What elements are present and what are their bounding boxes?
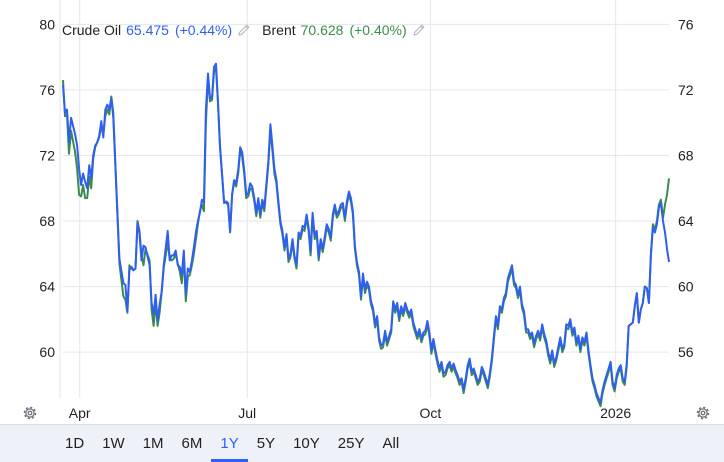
left-axis-tick-label: 76: [39, 82, 55, 98]
x-axis-tick-label: Apr: [69, 405, 91, 421]
left-axis-settings-gear-icon[interactable]: [21, 404, 39, 422]
series-line-crude-oil: [62, 62, 670, 404]
right-axis-tick-label: 68: [678, 147, 694, 163]
pencil-icon[interactable]: [236, 22, 252, 38]
x-axis-tick-label: 2026: [600, 405, 631, 421]
right-axis-tick-label: 76: [678, 16, 694, 32]
pencil-icon[interactable]: [411, 22, 427, 38]
right-axis: 56 60 64 68 72 76: [678, 16, 694, 360]
range-button-10y[interactable]: 10Y: [284, 425, 329, 462]
right-axis-tick-label: 60: [678, 279, 694, 295]
range-button-6m[interactable]: 6M: [173, 425, 212, 462]
legend-brent-value: 70.628: [300, 22, 344, 38]
range-button-25y[interactable]: 25Y: [329, 425, 374, 462]
range-selector: 1D 1W 1M 6M 1Y 5Y 10Y 25Y All: [0, 424, 724, 462]
x-axis-tick-label: Jul: [238, 405, 256, 421]
x-axis: Apr Jul Oct 2026: [69, 405, 632, 421]
left-axis-tick-label: 64: [39, 279, 55, 295]
legend-item-crude-oil[interactable]: Crude Oil 65.475 (+0.44%): [62, 22, 252, 38]
legend-item-brent[interactable]: Brent 70.628 (+0.40%): [262, 22, 427, 38]
series-lines: [62, 62, 670, 408]
grid-lines: [59, 0, 669, 398]
right-axis-tick-label: 72: [678, 82, 694, 98]
right-axis-settings-gear-icon[interactable]: [694, 404, 712, 422]
range-button-all[interactable]: All: [374, 425, 409, 462]
left-axis-tick-label: 80: [39, 16, 55, 32]
legend-crude-name: Crude Oil: [62, 22, 122, 38]
legend: Crude Oil 65.475 (+0.44%) Brent 70.628 (…: [62, 22, 437, 38]
left-axis-tick-label: 60: [39, 344, 55, 360]
range-button-1d[interactable]: 1D: [56, 425, 93, 462]
range-button-1m[interactable]: 1M: [134, 425, 173, 462]
legend-brent-change: (+0.40%): [349, 22, 407, 38]
legend-crude-change: (+0.44%): [174, 22, 233, 38]
x-axis-tick-label: Oct: [420, 405, 442, 421]
price-chart[interactable]: 60 64 68 72 76 80 56 60 64 68 72 76 Apr Jul Oct 2026: [0, 0, 724, 424]
left-axis: 60 64 68 72 76 80: [39, 16, 55, 360]
left-axis-tick-label: 72: [39, 147, 55, 163]
left-axis-tick-label: 68: [39, 213, 55, 229]
right-axis-tick-label: 64: [678, 213, 694, 229]
legend-crude-value: 65.475: [126, 22, 169, 38]
range-button-1y[interactable]: 1Y: [211, 425, 249, 462]
range-button-5y[interactable]: 5Y: [248, 425, 284, 462]
range-button-1w[interactable]: 1W: [93, 425, 134, 462]
legend-brent-name: Brent: [262, 22, 296, 38]
series-line-brent: [62, 67, 670, 408]
right-axis-tick-label: 56: [678, 344, 694, 360]
